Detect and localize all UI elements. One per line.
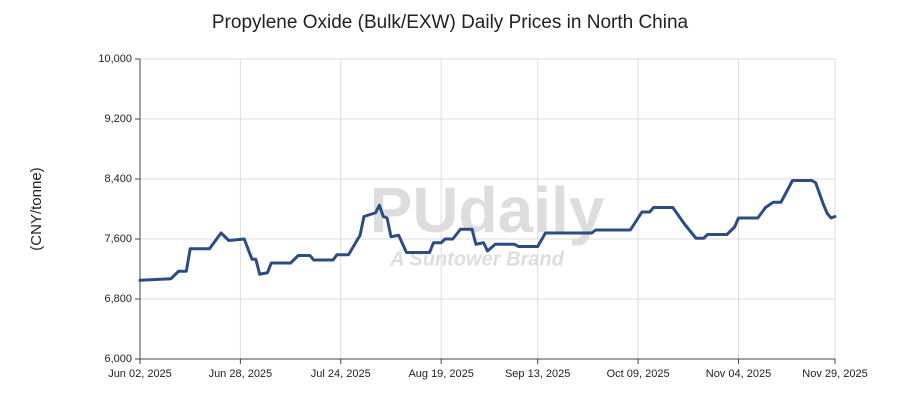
x-tick-label: Jun 02, 2025 [108, 368, 172, 380]
y-tick-label: 10,000 [98, 53, 132, 65]
watermark-subtext: A Suntower Brand [389, 248, 564, 270]
chart-title: Propylene Oxide (Bulk/EXW) Daily Prices … [212, 12, 689, 33]
x-tick-label: Jul 24, 2025 [311, 368, 371, 380]
y-tick-label: 7,600 [104, 233, 132, 245]
x-tick-label: Sep 13, 2025 [505, 368, 570, 380]
watermark: PUdaily [370, 174, 605, 246]
y-tick-label: 9,200 [104, 113, 132, 125]
y-tick-label: 6,000 [104, 353, 132, 365]
x-tick-label: Oct 09, 2025 [607, 368, 670, 380]
y-tick-label: 6,800 [104, 293, 132, 305]
y-tick-label: 8,400 [104, 173, 132, 185]
y-axis-label: (CNY/tonne) [28, 167, 45, 250]
price-line [138, 179, 837, 282]
x-tick-label: Jun 28, 2025 [209, 368, 273, 380]
x-tick-label: Aug 19, 2025 [408, 368, 473, 380]
x-tick-label: Nov 04, 2025 [706, 368, 771, 380]
x-tick-label: Nov 29, 2025 [802, 368, 867, 380]
